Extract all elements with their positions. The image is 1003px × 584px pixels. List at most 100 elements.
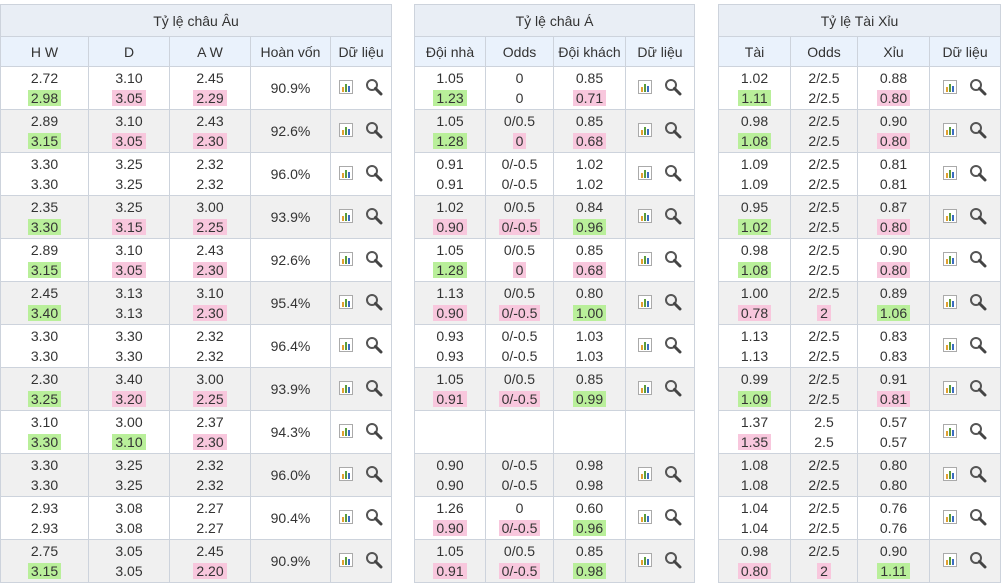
chart-icon[interactable] bbox=[638, 337, 652, 355]
opening-value: 1.26 bbox=[436, 500, 464, 516]
search-icon[interactable] bbox=[969, 422, 987, 443]
chart-icon[interactable] bbox=[943, 79, 958, 97]
search-icon[interactable] bbox=[365, 379, 383, 400]
search-icon[interactable] bbox=[969, 293, 987, 314]
search-icon[interactable] bbox=[969, 250, 987, 271]
chart-icon[interactable] bbox=[339, 208, 354, 226]
chart-icon[interactable] bbox=[638, 79, 652, 97]
search-icon[interactable] bbox=[969, 336, 987, 357]
chart-icon[interactable] bbox=[638, 509, 652, 527]
odds-cell: 0.80 1.00 bbox=[553, 281, 626, 325]
chart-icon[interactable] bbox=[638, 552, 652, 570]
opening-value: 3.30 bbox=[30, 328, 59, 344]
chart-icon[interactable] bbox=[339, 380, 354, 398]
chart-icon[interactable] bbox=[943, 423, 958, 441]
column-header: Đội khách bbox=[553, 36, 626, 67]
chart-icon[interactable] bbox=[339, 423, 354, 441]
chart-icon[interactable] bbox=[943, 165, 958, 183]
search-icon[interactable] bbox=[365, 336, 383, 357]
opening-value: 0.89 bbox=[879, 285, 908, 301]
current-value: 3.05 bbox=[112, 90, 146, 106]
current-value: 1.35 bbox=[737, 434, 772, 450]
chart-icon[interactable] bbox=[638, 122, 652, 140]
data-cell bbox=[329, 109, 393, 153]
chart-icon[interactable] bbox=[638, 165, 652, 183]
search-icon[interactable] bbox=[969, 379, 987, 400]
search-icon[interactable] bbox=[664, 78, 682, 99]
search-icon[interactable] bbox=[365, 551, 383, 572]
current-value: 0.80 bbox=[879, 477, 908, 493]
search-icon[interactable] bbox=[664, 551, 682, 572]
search-icon[interactable] bbox=[664, 207, 682, 228]
opening-value: 1.05 bbox=[436, 70, 464, 86]
search-icon[interactable] bbox=[365, 508, 383, 529]
opening-line: 0.76 bbox=[858, 498, 929, 518]
search-icon[interactable] bbox=[664, 336, 682, 357]
search-icon[interactable] bbox=[969, 508, 987, 529]
search-icon[interactable] bbox=[365, 465, 383, 486]
current-value: 2.30 bbox=[193, 305, 227, 321]
chart-icon[interactable] bbox=[638, 251, 652, 269]
search-icon[interactable] bbox=[969, 465, 987, 486]
odds-row: 0.98 1.08 2/2.5 2/2.5 0.90 0.80 bbox=[718, 109, 1002, 153]
odds-cell: 2/2.5 2/2.5 bbox=[790, 324, 858, 368]
search-icon[interactable] bbox=[969, 78, 987, 99]
search-icon[interactable] bbox=[664, 250, 682, 271]
search-icon[interactable] bbox=[365, 293, 383, 314]
chart-icon[interactable] bbox=[943, 380, 958, 398]
opening-line: 1.02 bbox=[554, 154, 625, 174]
odds-cell: 96.0% bbox=[250, 453, 331, 497]
search-icon[interactable] bbox=[664, 465, 682, 486]
search-icon[interactable] bbox=[365, 78, 383, 99]
chart-icon[interactable] bbox=[638, 466, 652, 484]
chart-icon[interactable] bbox=[638, 294, 652, 312]
search-icon[interactable] bbox=[664, 121, 682, 142]
current-line: 3.20 bbox=[89, 389, 169, 409]
chart-icon[interactable] bbox=[638, 380, 652, 398]
chart-icon[interactable] bbox=[339, 79, 354, 97]
chart-icon[interactable] bbox=[943, 337, 958, 355]
chart-icon[interactable] bbox=[339, 165, 354, 183]
opening-value: 0.98 bbox=[575, 457, 604, 473]
search-icon[interactable] bbox=[969, 121, 987, 142]
search-icon[interactable] bbox=[365, 164, 383, 185]
odds-cell: 0.98 0.80 bbox=[718, 539, 791, 583]
search-icon[interactable] bbox=[365, 207, 383, 228]
search-icon[interactable] bbox=[664, 508, 682, 529]
search-icon[interactable] bbox=[365, 250, 383, 271]
chart-icon[interactable] bbox=[339, 509, 354, 527]
chart-icon[interactable] bbox=[339, 466, 354, 484]
odds-cell: 0.93 0.93 bbox=[414, 324, 486, 368]
search-icon[interactable] bbox=[365, 422, 383, 443]
chart-icon[interactable] bbox=[339, 552, 354, 570]
chart-icon[interactable] bbox=[943, 208, 958, 226]
search-icon[interactable] bbox=[664, 379, 682, 400]
search-icon[interactable] bbox=[664, 293, 682, 314]
current-value: 2/2.5 bbox=[808, 176, 840, 192]
odds-cell: 0.98 0.98 bbox=[553, 453, 626, 497]
chart-icon[interactable] bbox=[339, 251, 354, 269]
chart-icon[interactable] bbox=[943, 251, 958, 269]
search-icon[interactable] bbox=[664, 164, 682, 185]
odds-cell: 3.10 3.05 bbox=[88, 238, 170, 282]
search-icon[interactable] bbox=[969, 207, 987, 228]
current-value: 1.11 bbox=[877, 563, 910, 579]
odds-cell: 0.87 0.80 bbox=[857, 195, 930, 239]
chart-icon[interactable] bbox=[638, 208, 652, 226]
opening-value: 2.32 bbox=[196, 328, 224, 344]
odds-cell: 1.09 1.09 bbox=[718, 152, 791, 196]
chart-icon[interactable] bbox=[943, 122, 958, 140]
search-icon[interactable] bbox=[365, 121, 383, 142]
chart-icon[interactable] bbox=[339, 337, 354, 355]
search-icon[interactable] bbox=[969, 164, 987, 185]
chart-icon[interactable] bbox=[339, 294, 354, 312]
chart-icon[interactable] bbox=[339, 122, 354, 140]
current-line: 0.96 bbox=[554, 518, 625, 538]
odds-cell: 2.37 2.30 bbox=[169, 410, 251, 454]
search-icon[interactable] bbox=[969, 551, 987, 572]
chart-icon[interactable] bbox=[943, 509, 958, 527]
chart-icon[interactable] bbox=[943, 552, 958, 570]
odds-cell: 0.90 0.90 bbox=[414, 453, 486, 497]
chart-icon[interactable] bbox=[943, 294, 958, 312]
chart-icon[interactable] bbox=[943, 466, 958, 484]
